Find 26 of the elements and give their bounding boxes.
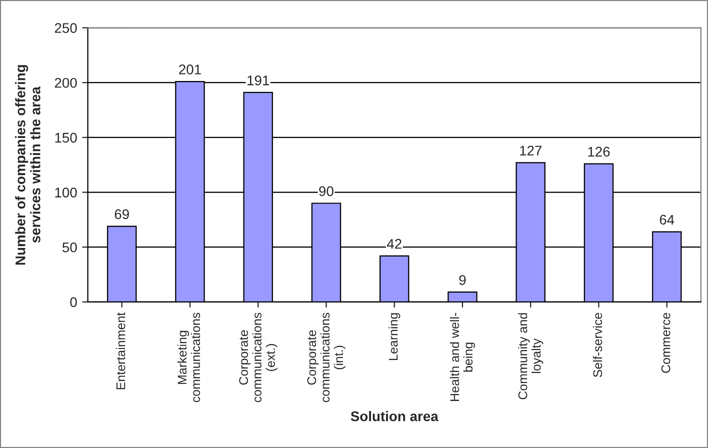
data-label: 201	[179, 64, 201, 74]
y-tick-label: 150	[55, 132, 77, 143]
data-label: 90	[319, 186, 334, 196]
x-tick-label: Corporate communications (ext.)	[239, 312, 278, 402]
x-tick-label: Self-service	[592, 312, 602, 378]
x-tick-label: Community and loyalty	[518, 313, 544, 400]
data-label: 64	[660, 214, 674, 225]
x-tick-label: Entertainment	[116, 312, 126, 390]
x-tick-label: Corporate communications (int.)	[307, 312, 346, 402]
data-label: 126	[588, 146, 610, 157]
y-tick-label: 250	[54, 23, 77, 33]
data-label: 127	[520, 146, 542, 156]
data-label: 191	[248, 76, 270, 86]
x-tick-label: Marketing communications	[177, 312, 200, 402]
x-axis-title: Solution area	[350, 411, 438, 422]
y-tick-label: 100	[55, 188, 77, 198]
data-label: 69	[114, 209, 129, 220]
x-tick-label: Learning	[388, 313, 400, 360]
x-tick-label: Health and well- being	[450, 312, 476, 401]
y-tick-label: 0	[70, 297, 77, 308]
data-label: 42	[386, 238, 402, 249]
x-tick-label: Commerce	[661, 312, 670, 373]
y-tick-label: 50	[62, 242, 77, 252]
y-tick-label: 200	[54, 78, 77, 88]
y-axis-title: Number of companies offering services within the area	[15, 65, 40, 265]
data-label: 9	[459, 275, 466, 285]
